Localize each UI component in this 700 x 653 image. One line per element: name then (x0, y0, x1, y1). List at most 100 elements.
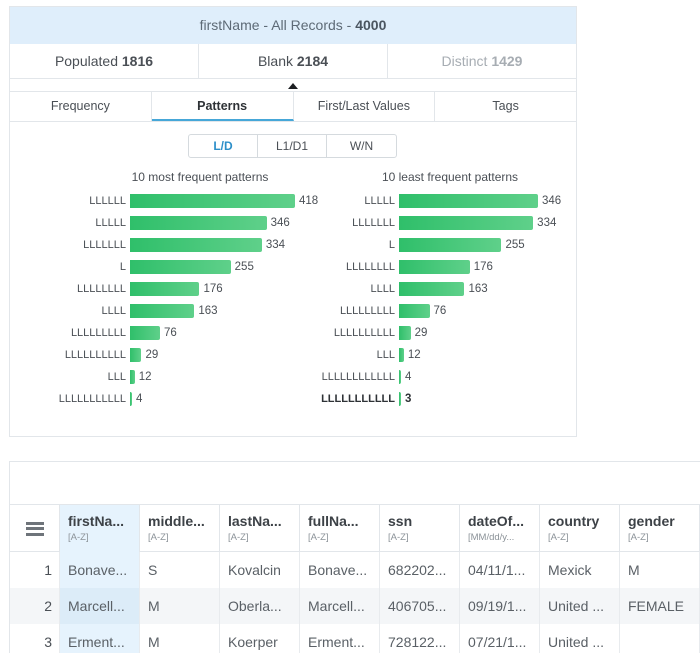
pattern-bar[interactable] (399, 326, 411, 340)
pattern-bar[interactable] (399, 348, 404, 362)
pattern-bar[interactable] (130, 392, 132, 406)
pattern-row[interactable]: LLLLL 346 (10, 215, 330, 231)
table-cell[interactable]: Oberla... (220, 588, 300, 624)
table-cell[interactable]: M (620, 552, 700, 588)
pattern-bar[interactable] (399, 392, 401, 406)
pattern-bar[interactable] (130, 238, 262, 252)
column-header[interactable]: country [A-Z] (540, 505, 620, 552)
pattern-bar[interactable] (130, 194, 295, 208)
table-cell[interactable]: Erment... (60, 624, 140, 653)
table-cell[interactable]: Erment... (300, 624, 380, 653)
mode-wn-button[interactable]: W/N (349, 139, 374, 153)
column-format: [A-Z] (548, 532, 569, 543)
pattern-bar[interactable] (399, 282, 465, 296)
pattern-row[interactable]: LLL 12 (278, 347, 598, 363)
table-cell[interactable]: M (140, 588, 220, 624)
pattern-bar[interactable] (399, 370, 401, 384)
pattern-row[interactable]: LLLLLLLLLLLL 4 (278, 369, 598, 385)
table-cell[interactable]: Marcell... (300, 588, 380, 624)
pattern-count: 334 (537, 217, 557, 229)
pattern-bar[interactable] (399, 238, 502, 252)
table-cell[interactable] (620, 624, 700, 653)
stat-distinct-label: Distinct (441, 53, 492, 69)
pattern-row[interactable]: LLLL 163 (278, 281, 598, 297)
table-cell[interactable]: 728122... (380, 624, 460, 653)
pattern-bar[interactable] (399, 194, 538, 208)
table-cell[interactable]: United ... (540, 588, 620, 624)
table-row[interactable]: 2 Marcell... M Oberla... Marcell... 406705...… (10, 588, 700, 624)
table-cell[interactable]: 406705... (380, 588, 460, 624)
pattern-label: LLLLLLLLLLL (321, 393, 395, 405)
table-cell[interactable]: United ... (540, 624, 620, 653)
stat-populated[interactable]: Populated 1816 (10, 44, 199, 78)
mode-ld-button[interactable]: L/D (189, 135, 258, 157)
stat-distinct-value: 1429 (491, 53, 523, 69)
column-header[interactable]: dateOf... [MM/dd/y... (460, 505, 540, 552)
table-cell[interactable]: 682202... (380, 552, 460, 588)
table-cell[interactable]: FEMALE (620, 588, 700, 624)
table-cell[interactable]: 09/19/1... (460, 588, 540, 624)
pattern-bar[interactable] (399, 260, 470, 274)
column-header[interactable]: ssn [A-Z] (380, 505, 460, 552)
least-frequent-title: 10 least frequent patterns (381, 170, 519, 184)
table-cell[interactable]: Kovalcin (220, 552, 300, 588)
table-row[interactable]: 3 Erment... M Koerper Erment... 728122... 07/2… (10, 624, 700, 653)
pattern-row[interactable]: LLLLLLLLLL 29 (10, 347, 330, 363)
pattern-row[interactable]: L 255 (10, 259, 330, 275)
column-menu-button[interactable] (10, 505, 60, 552)
column-header[interactable]: firstNa... [A-Z] (60, 505, 140, 552)
panel-title-text: firstName - All Records - (199, 17, 356, 33)
tab-tags[interactable]: Tags (492, 99, 519, 113)
table-row[interactable]: 1 Bonave... S Kovalcin Bonave... 682202... 04/… (10, 552, 700, 588)
pattern-label: LLLLLLLLLLL (58, 393, 126, 405)
pattern-row[interactable]: LLLLLLLLL 76 (278, 303, 598, 319)
table-cell[interactable]: Mexick (540, 552, 620, 588)
tab-frequency[interactable]: Frequency (10, 92, 152, 121)
column-header[interactable]: lastNa... [A-Z] (220, 505, 300, 552)
pattern-bar[interactable] (130, 260, 231, 274)
pattern-bar[interactable] (399, 216, 534, 230)
pattern-row[interactable]: LLLLLLLLLLL 4 (10, 391, 330, 407)
pattern-row[interactable]: L 255 (278, 237, 598, 253)
table-cell[interactable]: M (140, 624, 220, 653)
pattern-row[interactable]: LLL 12 (10, 369, 330, 385)
pattern-row[interactable]: LLLLLL 418 (10, 193, 330, 209)
pattern-row[interactable]: LLLLLLLL 176 (278, 259, 598, 275)
pattern-label: LLLLLLLLL (339, 305, 395, 317)
profile-panel: firstName - All Records - 4000 Populated… (9, 6, 577, 437)
table-cell[interactable]: Bonave... (60, 552, 140, 588)
pattern-bar[interactable] (130, 370, 135, 384)
pattern-count: 12 (407, 349, 421, 361)
pattern-bar[interactable] (130, 326, 160, 340)
pattern-bar[interactable] (130, 282, 200, 296)
column-header[interactable]: middle... [A-Z] (140, 505, 220, 552)
column-header[interactable]: fullNa... [A-Z] (300, 505, 380, 552)
table-cell[interactable]: S (140, 552, 220, 588)
stat-distinct[interactable]: Distinct 1429 (388, 44, 576, 78)
pattern-row[interactable]: LLLLL 346 (278, 193, 598, 209)
pattern-label: LLLL (370, 283, 395, 295)
table-cell[interactable]: 04/11/1... (460, 552, 540, 588)
pattern-label: LLLLLLL (352, 217, 395, 229)
stat-blank[interactable]: Blank 2184 (199, 44, 388, 89)
table-cell[interactable]: 07/21/1... (460, 624, 540, 653)
pattern-row[interactable]: LLLLLLLLLLL 3 (278, 391, 598, 407)
column-header[interactable]: gender [A-Z] (620, 505, 700, 552)
pattern-bar[interactable] (130, 348, 142, 362)
pattern-bar[interactable] (130, 216, 267, 230)
table-cell[interactable]: Koerper (220, 624, 300, 653)
pattern-row[interactable]: LLLLLLL 334 (278, 215, 598, 231)
pattern-row[interactable]: LLLL 163 (10, 303, 330, 319)
pattern-row[interactable]: LLLLLLLL 176 (10, 281, 330, 297)
mode-l1d1-button[interactable]: L1/D1 (258, 135, 327, 157)
tab-first-last-values[interactable]: First/Last Values (294, 92, 436, 121)
tab-patterns[interactable]: Patterns (151, 92, 294, 121)
pattern-bar[interactable] (130, 304, 195, 318)
pattern-bar[interactable] (399, 304, 430, 318)
table-cell[interactable]: Bonave... (300, 552, 380, 588)
column-name: firstNa... (68, 513, 125, 529)
table-cell[interactable]: Marcell... (60, 588, 140, 624)
pattern-row[interactable]: LLLLLLLLL 76 (10, 325, 330, 341)
pattern-row[interactable]: LLLLLLL 334 (10, 237, 330, 253)
pattern-row[interactable]: LLLLLLLLLL 29 (278, 325, 598, 341)
